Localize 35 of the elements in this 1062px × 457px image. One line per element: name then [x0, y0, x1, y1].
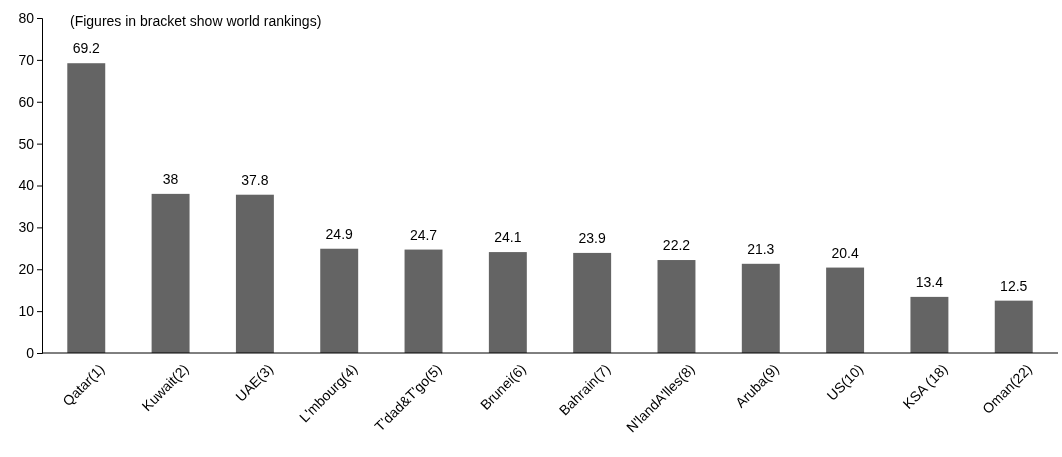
- data-label: 13.4: [915, 273, 944, 290]
- data-label: 69.2: [72, 40, 101, 57]
- annotation: (Figures in bracket show world rankings): [70, 13, 322, 29]
- bar: [826, 267, 865, 353]
- data-label: 12.5: [1000, 277, 1028, 294]
- bar: [657, 260, 696, 353]
- data-label: 37.8: [241, 171, 269, 188]
- data-label: 24.9: [325, 225, 354, 242]
- bar: [573, 252, 612, 353]
- bar: [488, 252, 527, 353]
- bar: [320, 248, 359, 353]
- data-label: 22.2: [662, 237, 691, 254]
- bar: [910, 296, 949, 353]
- data-label: 24.1: [494, 229, 522, 246]
- y-tick-label: 70: [18, 51, 35, 68]
- bar: [67, 63, 106, 353]
- bar: [151, 193, 190, 353]
- data-label: 38: [162, 170, 179, 187]
- data-label: 24.7: [409, 226, 438, 243]
- y-tick-label: 60: [18, 93, 35, 110]
- y-tick-label: 30: [18, 219, 35, 236]
- y-tick-label: 80: [18, 9, 35, 26]
- bar: [994, 300, 1033, 353]
- y-tick-label: 40: [18, 177, 35, 194]
- bar: [235, 194, 274, 353]
- bar: [741, 263, 780, 353]
- data-label: 20.4: [831, 244, 859, 261]
- bar: [404, 249, 443, 353]
- data-label: 23.9: [578, 229, 606, 246]
- x-tick-label: KSA (18): [899, 360, 951, 412]
- y-tick-label: 20: [18, 261, 35, 278]
- y-tick-label: 10: [18, 303, 35, 320]
- y-tick-label: 0: [26, 344, 35, 361]
- data-label: 21.3: [747, 240, 775, 257]
- y-tick-label: 50: [18, 135, 35, 152]
